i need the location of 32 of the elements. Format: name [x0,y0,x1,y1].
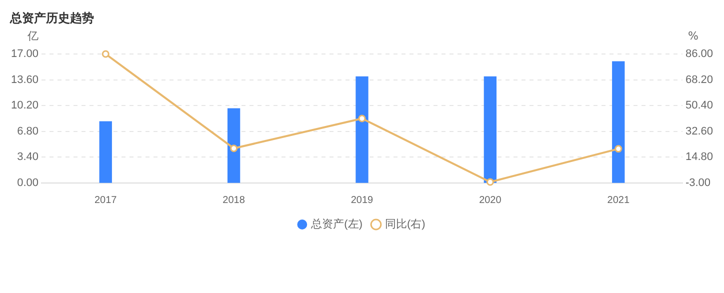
chart-title: 总资产历史趋势 [10,10,94,27]
legend-label: 总资产(左) [310,218,362,231]
x-tick-label: 2021 [607,194,630,206]
y2-tick-label: 68.20 [685,74,714,86]
bar [356,76,368,183]
point [614,145,622,153]
y-tick-label: 17.00 [10,48,39,60]
bar [612,61,625,183]
bar [99,121,112,183]
y-tick-label: 6.80 [17,125,39,138]
point [102,50,110,58]
y-axis-title: 亿 [26,29,38,42]
x-tick-label: 2019 [350,194,374,206]
point [230,144,238,152]
y-tick-label: 10.20 [10,100,39,112]
y-tick-label: 3.40 [17,151,39,164]
legend-label: 同比(右) [385,218,426,231]
y2-tick-label: 14.80 [685,151,714,164]
y-tick-label: 13.60 [10,74,39,86]
y2-tick-label: 32.60 [685,125,714,138]
bar [484,76,497,183]
x-tick-label: 2020 [479,194,502,206]
y2-tick-label: -3.00 [685,177,711,190]
point [358,114,366,122]
y-tick-label: 0.00 [17,177,39,190]
point [486,178,494,186]
y2-tick-label: 86.00 [685,48,714,60]
bar [227,108,240,183]
y2-tick-label: 50.40 [685,100,714,112]
x-tick-label: 2018 [222,194,246,206]
x-tick-label: 2017 [94,194,118,206]
y2-axis-title: % [688,29,698,42]
